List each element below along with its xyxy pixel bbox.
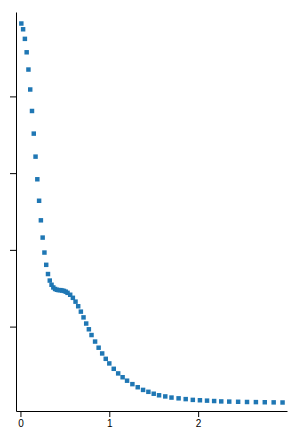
chart: 0 1 2 xyxy=(0,0,301,437)
point xyxy=(28,87,32,91)
point xyxy=(33,154,37,158)
point xyxy=(183,397,187,401)
x-tick-mark xyxy=(20,411,21,417)
y-tick-mark xyxy=(10,96,16,97)
point xyxy=(107,361,111,365)
point xyxy=(116,371,120,375)
y-axis xyxy=(10,13,17,412)
point xyxy=(236,400,240,404)
y-axis-line xyxy=(16,13,17,412)
point xyxy=(26,67,30,71)
point xyxy=(254,400,258,404)
point xyxy=(32,131,36,135)
point xyxy=(79,309,83,313)
point xyxy=(81,315,85,319)
error-bars xyxy=(21,23,282,403)
marks xyxy=(19,21,285,404)
x-tick-label: 1 xyxy=(107,418,113,429)
point xyxy=(130,382,134,386)
point xyxy=(30,109,34,113)
y-tick xyxy=(10,96,16,97)
point xyxy=(35,177,39,181)
point xyxy=(42,250,46,254)
point xyxy=(19,21,23,25)
point xyxy=(48,278,52,282)
point xyxy=(84,321,88,325)
point xyxy=(191,398,195,402)
x-tick: 1 xyxy=(107,411,113,429)
point xyxy=(89,333,93,337)
point xyxy=(21,27,25,31)
point xyxy=(205,398,209,402)
point xyxy=(71,296,75,300)
point xyxy=(100,351,104,355)
point xyxy=(212,399,216,403)
point xyxy=(125,378,129,382)
point xyxy=(227,399,231,403)
point xyxy=(46,272,50,276)
point xyxy=(37,199,41,203)
point xyxy=(271,400,275,404)
point xyxy=(23,37,27,41)
point xyxy=(135,385,139,389)
x-tick-label: 2 xyxy=(196,418,202,429)
point xyxy=(219,399,223,403)
x-axis: 0 1 2 xyxy=(17,411,288,429)
plot-area: 0 1 2 xyxy=(10,13,288,430)
point xyxy=(141,388,145,392)
x-tick-mark xyxy=(198,411,199,417)
point xyxy=(169,395,173,399)
point xyxy=(120,375,124,379)
point xyxy=(87,327,91,331)
y-tick-mark xyxy=(10,173,16,174)
point xyxy=(198,398,202,402)
x-axis-line xyxy=(17,411,288,412)
point xyxy=(245,400,249,404)
point xyxy=(24,50,28,54)
point xyxy=(44,263,48,267)
point xyxy=(73,299,77,303)
x-tick-mark xyxy=(109,411,110,417)
point xyxy=(163,394,167,398)
point xyxy=(157,393,161,397)
y-tick xyxy=(10,173,16,174)
x-tick: 0 xyxy=(18,411,24,429)
point xyxy=(76,304,80,308)
y-tick xyxy=(10,250,16,251)
y-tick-mark xyxy=(10,327,16,328)
y-tick xyxy=(10,327,16,328)
point xyxy=(93,339,97,343)
point xyxy=(104,357,108,361)
point xyxy=(151,391,155,395)
points xyxy=(19,21,285,404)
point xyxy=(96,345,100,349)
point xyxy=(40,235,44,239)
y-tick-mark xyxy=(10,250,16,251)
point xyxy=(39,218,43,222)
x-tick-label: 0 xyxy=(18,418,24,429)
point xyxy=(280,400,284,404)
point xyxy=(176,396,180,400)
point xyxy=(263,400,267,404)
point xyxy=(146,390,150,394)
x-tick: 2 xyxy=(196,411,202,429)
point xyxy=(112,367,116,371)
